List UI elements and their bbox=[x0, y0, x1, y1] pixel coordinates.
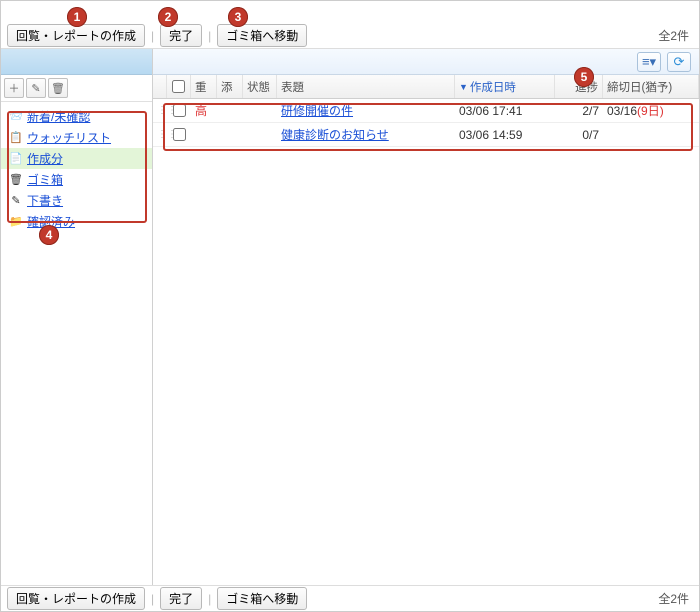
row-checkbox[interactable] bbox=[173, 128, 186, 141]
sort-indicator-icon: ▼ bbox=[459, 82, 468, 92]
row-severity: 高 bbox=[191, 99, 217, 122]
callout-1: 1 bbox=[67, 7, 87, 27]
delete-folder-button[interactable]: 🗑 bbox=[48, 78, 68, 98]
folder-label: ゴミ箱 bbox=[27, 171, 63, 188]
sidebar-folder[interactable]: 📨 新着/未確認 bbox=[1, 106, 152, 127]
folder-label: 新着/未確認 bbox=[27, 108, 90, 125]
sidebar-button-bar: ＋ ✎ 🗑 bbox=[1, 75, 152, 102]
col-created[interactable]: ▼作成日時 bbox=[455, 75, 555, 98]
col-state[interactable]: 状態 bbox=[243, 75, 277, 98]
sidebar: ＋ ✎ 🗑 📨 新着/未確認 📋 ウォッチリスト 📄 作成分 🗑 ゴミ箱 ✎ 下書き 📁確認済み bbox=[1, 49, 153, 585]
done-button-bottom[interactable]: 完了 bbox=[160, 587, 202, 610]
folder-list: 📨 新着/未確認 📋 ウォッチリスト 📄 作成分 🗑 ゴミ箱 ✎ 下書き 📁確認済み bbox=[1, 102, 152, 236]
sidebar-header-strip bbox=[1, 49, 152, 75]
table-body: ⋮⋮高研修開催の件03/06 17:412/703/16 (9日)⋮⋮健康診断の… bbox=[153, 99, 699, 585]
row-due-extra: (9日) bbox=[637, 102, 664, 119]
folder-icon: 📨 bbox=[9, 110, 23, 124]
main-panel: ≡▾ ⟳ 重 添 状態 表題 ▼作成日時 進捗 締切日(猶予) ⋮⋮ 高 研修開催の… bbox=[153, 49, 699, 585]
col-severity[interactable]: 重 bbox=[191, 75, 217, 98]
col-grip bbox=[153, 75, 167, 98]
row-due: 03/16 (9日) bbox=[603, 99, 699, 122]
toolbar-separator: | bbox=[149, 592, 156, 606]
folder-icon: 📋 bbox=[9, 131, 23, 145]
row-checkbox-cell[interactable] bbox=[167, 123, 191, 146]
col-subject[interactable]: 表題 bbox=[277, 75, 455, 98]
sidebar-folder[interactable]: ✎ 下書き bbox=[1, 190, 152, 211]
table-row[interactable]: ⋮⋮ 健康診断のお知らせ 03/06 14:590/7 bbox=[153, 123, 699, 147]
folder-label: ウォッチリスト bbox=[27, 129, 111, 146]
col-due[interactable]: 締切日(猶予) bbox=[603, 75, 699, 98]
add-folder-button[interactable]: ＋ bbox=[4, 78, 24, 98]
folder-icon: 📁 bbox=[9, 215, 23, 229]
sidebar-folder[interactable]: 📋 ウォッチリスト bbox=[1, 127, 152, 148]
row-subject-link[interactable]: 健康診断のお知らせ bbox=[281, 126, 389, 143]
callout-3: 3 bbox=[228, 7, 248, 27]
create-report-button[interactable]: 回覧・レポートの作成 bbox=[7, 24, 145, 47]
folder-icon: 🗑 bbox=[9, 173, 23, 187]
row-due bbox=[603, 123, 699, 146]
row-checkbox[interactable] bbox=[173, 104, 186, 117]
top-toolbar: 回覧・レポートの作成 | 完了 | ゴミ箱へ移動 全2件 bbox=[1, 1, 699, 49]
done-button[interactable]: 完了 bbox=[160, 24, 202, 47]
sidebar-folder[interactable]: 🗑 ゴミ箱 bbox=[1, 169, 152, 190]
callout-2: 2 bbox=[158, 7, 178, 27]
folder-icon: ✎ bbox=[9, 194, 23, 208]
row-grip-icon[interactable]: ⋮⋮ bbox=[153, 123, 167, 146]
item-count-label: 全2件 bbox=[658, 27, 693, 44]
view-menu-button[interactable]: ≡▾ bbox=[637, 52, 661, 72]
row-severity bbox=[191, 123, 217, 146]
item-count-label-bottom: 全2件 bbox=[658, 590, 693, 607]
folder-label: 作成分 bbox=[27, 150, 63, 167]
row-created: 03/06 17:41 bbox=[455, 99, 555, 122]
edit-folder-button[interactable]: ✎ bbox=[26, 78, 46, 98]
table-header: 重 添 状態 表題 ▼作成日時 進捗 締切日(猶予) bbox=[153, 75, 699, 99]
col-created-label: 作成日時 bbox=[470, 79, 516, 95]
row-subject: 健康診断のお知らせ bbox=[277, 123, 455, 146]
folder-icon: 📄 bbox=[9, 152, 23, 166]
row-attachment bbox=[217, 123, 243, 146]
row-due-date: 03/16 bbox=[607, 104, 637, 118]
sidebar-folder[interactable]: 📄 作成分 bbox=[1, 148, 152, 169]
table-row[interactable]: ⋮⋮高研修開催の件03/06 17:412/703/16 (9日) bbox=[153, 99, 699, 123]
col-attachment[interactable]: 添 bbox=[217, 75, 243, 98]
row-state bbox=[243, 99, 277, 122]
create-report-button-bottom[interactable]: 回覧・レポートの作成 bbox=[7, 587, 145, 610]
select-all-checkbox[interactable] bbox=[172, 80, 185, 93]
move-to-trash-button-bottom[interactable]: ゴミ箱へ移動 bbox=[217, 587, 307, 610]
refresh-button[interactable]: ⟳ bbox=[667, 52, 691, 72]
folder-label: 下書き bbox=[27, 192, 63, 209]
bottom-toolbar: 回覧・レポートの作成 | 完了 | ゴミ箱へ移動 全2件 bbox=[1, 585, 699, 611]
toolbar-separator: | bbox=[206, 592, 213, 606]
main-tools: ≡▾ ⟳ bbox=[153, 49, 699, 75]
row-attachment bbox=[217, 99, 243, 122]
row-grip-icon[interactable]: ⋮⋮ bbox=[153, 99, 167, 122]
toolbar-separator: | bbox=[206, 29, 213, 43]
row-state bbox=[243, 123, 277, 146]
toolbar-separator: | bbox=[149, 29, 156, 43]
callout-4: 4 bbox=[39, 225, 59, 245]
sidebar-folder[interactable]: 📁確認済み bbox=[1, 211, 152, 232]
row-subject-link[interactable]: 研修開催の件 bbox=[281, 102, 353, 119]
move-to-trash-button[interactable]: ゴミ箱へ移動 bbox=[217, 24, 307, 47]
row-progress: 2/7 bbox=[555, 99, 603, 122]
row-created: 03/06 14:59 bbox=[455, 123, 555, 146]
row-checkbox-cell[interactable] bbox=[167, 99, 191, 122]
callout-5: 5 bbox=[574, 67, 594, 87]
row-progress: 0/7 bbox=[555, 123, 603, 146]
row-subject: 研修開催の件 bbox=[277, 99, 455, 122]
col-checkbox[interactable] bbox=[167, 75, 191, 98]
